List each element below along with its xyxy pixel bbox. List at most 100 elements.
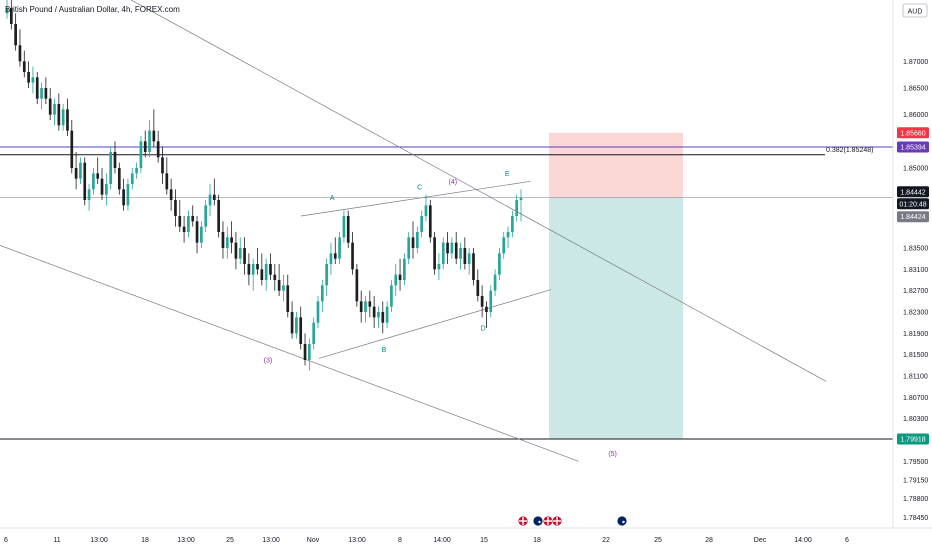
candle [66,98,69,136]
candle [200,221,203,248]
candle-body [342,216,346,238]
candle [472,248,475,286]
flag-au-icon [532,515,544,527]
candle-body [437,264,441,270]
candle [450,237,454,259]
flag-au-icon [616,515,628,527]
candle-body [100,178,104,195]
channel-lower [0,245,579,462]
candle [377,306,380,328]
candle [92,168,95,195]
y-tick-label: 1.79500 [903,459,928,466]
candle [303,333,307,366]
candle [195,216,199,254]
candle-body [251,264,255,275]
candle [359,290,363,323]
candle-body [269,264,272,275]
candle [87,184,91,211]
candle [290,301,294,339]
candle [480,285,484,318]
candle-body [135,168,138,174]
candle-body [364,301,367,312]
x-tick-label: 22 [602,537,610,544]
candle-body [472,253,475,280]
candle [428,200,432,243]
candle [48,88,52,120]
x-tick-label: 13:00 [348,537,366,544]
candle-body [502,237,506,254]
candle [238,237,242,264]
candle [338,232,341,264]
candle [407,232,411,264]
candle [139,136,143,174]
currency-badge [902,3,928,18]
wave-label: (3) [264,358,273,365]
flag-star [538,520,541,524]
candle [454,232,458,264]
candle-body [105,184,108,195]
candle-body [290,312,294,334]
candle-body [355,269,359,302]
candle [156,130,160,163]
x-tick-label: 8 [398,537,402,544]
y-tick-label: 1.83500 [903,246,928,253]
candle-body [143,141,147,152]
y-tick-label: 1.80700 [903,395,928,402]
candle [182,216,186,243]
y-tick-label: 1.81900 [903,331,928,338]
candle [299,306,303,350]
candle-body [204,205,208,227]
candle-body [277,280,281,291]
candle [9,0,13,30]
candle-body [234,242,238,259]
candle-body [420,216,423,232]
event-icon-circle [532,515,544,527]
candle [498,248,501,280]
y-tick-label: 1.83100 [903,267,928,274]
price-badge-purple [897,141,929,153]
price-badge-countdown-label: 01:20:48 [899,201,926,208]
wave-label: A [330,195,335,202]
candle [35,72,39,104]
y-tick-label: 1.81500 [903,352,928,359]
candle-body [174,200,177,216]
candle [277,264,281,296]
candle [420,210,423,238]
candle-body [312,322,316,344]
wave-label: (4) [448,179,457,186]
candle [385,301,389,328]
candle [342,210,346,243]
candle-body [156,141,160,158]
candle-body [243,248,246,264]
candle [161,146,164,184]
candle-body [411,237,415,248]
candle [148,120,151,158]
candle [130,168,134,190]
y-tick-label: 1.81100 [903,374,928,381]
candle-body [152,130,156,142]
candle [390,280,393,312]
x-tick-label: 6 [845,537,849,544]
flag-uk-icon [551,515,563,527]
candle [333,237,337,264]
candle [372,296,376,328]
candle [135,162,138,179]
candle-body [48,98,52,115]
x-tick-label: 6 [4,537,8,544]
take-profit-zone [549,197,683,440]
candle [355,264,359,307]
candle [208,184,212,216]
candle-body [385,306,389,323]
candle-body [515,200,519,216]
candle [394,264,398,296]
candle-body [169,189,173,200]
candle [247,253,251,286]
candle-body [316,301,320,323]
candle [79,157,82,184]
candle-body [273,274,277,280]
candle [243,237,246,275]
candle-body [35,77,39,99]
candle [325,258,328,296]
y-tick-label: 1.82300 [903,310,928,317]
